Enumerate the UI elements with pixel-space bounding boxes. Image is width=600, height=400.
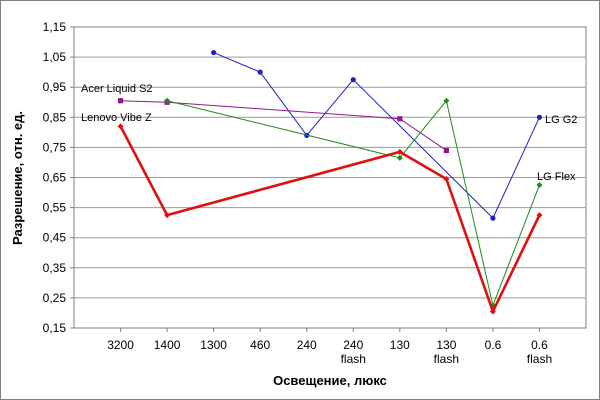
y-tick-label: 0,75 <box>43 140 67 154</box>
data-point <box>443 147 449 154</box>
y-tick-label: 0,65 <box>43 171 67 185</box>
x-axis-title: Освещение, люкс <box>273 373 387 388</box>
x-tick-label: flash <box>527 352 552 366</box>
x-tick-label: 460 <box>250 338 270 352</box>
y-axis-title: Разрешение, отн. ед. <box>10 111 25 245</box>
data-point <box>117 98 124 104</box>
series-name-label: LG Flex <box>537 171 576 183</box>
data-point <box>536 212 543 219</box>
x-tick-label: 0.6 <box>531 338 548 352</box>
data-point <box>257 69 263 75</box>
y-tick-label: 0,35 <box>43 261 67 275</box>
y-tick-label: 0,95 <box>43 80 67 94</box>
x-tick-label: 1400 <box>154 338 181 352</box>
series-name-label: LG G2 <box>545 114 577 126</box>
data-point <box>164 212 171 219</box>
x-tick-label: flash <box>434 352 459 366</box>
series-name-label: Acer Liquid S2 <box>81 83 153 95</box>
series-name-label: Lenovo Vibe Z <box>81 112 152 124</box>
x-tick-label: 240 <box>297 338 317 352</box>
series-group <box>117 49 543 315</box>
y-axis-ticks: 0,15 0,25 0,35 0,45 0,55 0,65 0,75 0,85 0,95 1,05… <box>43 20 74 335</box>
data-point <box>211 49 217 56</box>
data-point <box>443 176 450 183</box>
data-point <box>117 123 124 130</box>
data-point <box>396 148 403 155</box>
y-tick-label: 1,15 <box>43 20 67 34</box>
y-tick-label: 1,05 <box>43 50 67 64</box>
data-point <box>490 215 496 221</box>
series-line <box>119 125 541 313</box>
data-point <box>397 116 403 122</box>
x-tick-label: 0.6 <box>485 338 502 352</box>
y-tick-label: 0,45 <box>43 231 67 245</box>
gridlines <box>74 56 586 299</box>
y-tick-label: 0,85 <box>43 110 67 124</box>
data-point <box>164 97 171 104</box>
data-point <box>350 77 356 83</box>
data-point <box>396 154 403 161</box>
y-tick-label: 0,25 <box>43 291 67 305</box>
data-point <box>489 308 496 315</box>
y-tick-label: 0,15 <box>43 321 67 335</box>
series-labels: LG G2 Acer Liquid S2 LG Flex Lenovo Vibe Z <box>81 83 577 183</box>
data-point <box>443 97 450 104</box>
x-tick-label: 1300 <box>200 338 227 352</box>
x-tick-label: 130 <box>390 338 410 352</box>
data-point <box>536 182 543 189</box>
y-tick-label: 0,55 <box>43 201 67 215</box>
data-point <box>536 114 543 120</box>
x-tick-label: 240 <box>343 338 363 352</box>
series-line <box>213 52 540 219</box>
series-line <box>120 100 447 151</box>
x-tick-label: 3200 <box>107 338 134 352</box>
x-tick-label: flash <box>341 352 366 366</box>
x-tick-label: 130 <box>436 338 456 352</box>
